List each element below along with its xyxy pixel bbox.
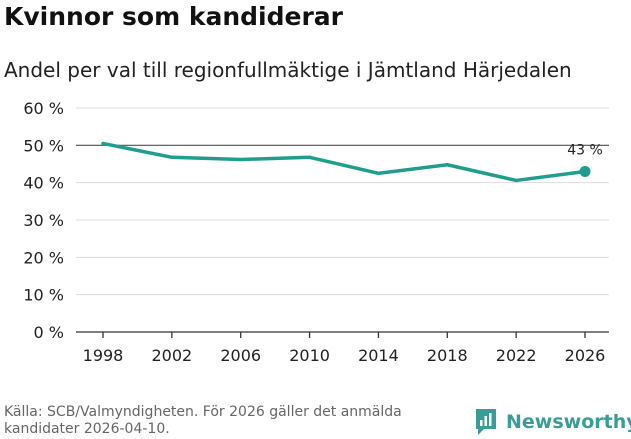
- brand-name: Newsworthy: [506, 411, 631, 433]
- x-tick-label: 2014: [358, 346, 399, 365]
- y-tick-label: 10 %: [23, 286, 64, 305]
- y-tick-label: 20 %: [23, 248, 64, 267]
- source-note: Källa: SCB/Valmyndigheten. För 2026 gäll…: [4, 404, 402, 437]
- x-tick-label: 2018: [427, 346, 468, 365]
- newsworthy-logo-icon: [476, 409, 496, 435]
- line-chart: 0 % 10 % 20 % 30 % 40 % 50 % 60 % 1998 2002 2006 2…: [23, 99, 609, 365]
- x-tick-label: 2010: [289, 346, 330, 365]
- y-tick-label: 50 %: [23, 136, 64, 155]
- y-tick-label: 30 %: [23, 211, 64, 230]
- end-point-marker: [579, 165, 591, 177]
- x-tick-label: 1998: [83, 346, 124, 365]
- y-tick-label: 60 %: [23, 99, 64, 118]
- chart-title: Kvinnor som kandiderar: [4, 2, 343, 31]
- series-line: [101, 141, 587, 183]
- x-tick-label: 2002: [151, 346, 192, 365]
- x-tick-label: 2026: [565, 346, 606, 365]
- x-tick-label: 2022: [496, 346, 537, 365]
- y-tick-label: 40 %: [23, 174, 64, 193]
- y-tick-label: 0 %: [34, 323, 64, 342]
- end-value-label: 43 %: [567, 142, 603, 158]
- chart-subtitle: Andel per val till regionfullmäktige i J…: [4, 58, 572, 82]
- x-tick-label: 2006: [220, 346, 261, 365]
- brand-logo: Newsworthy: [474, 406, 631, 438]
